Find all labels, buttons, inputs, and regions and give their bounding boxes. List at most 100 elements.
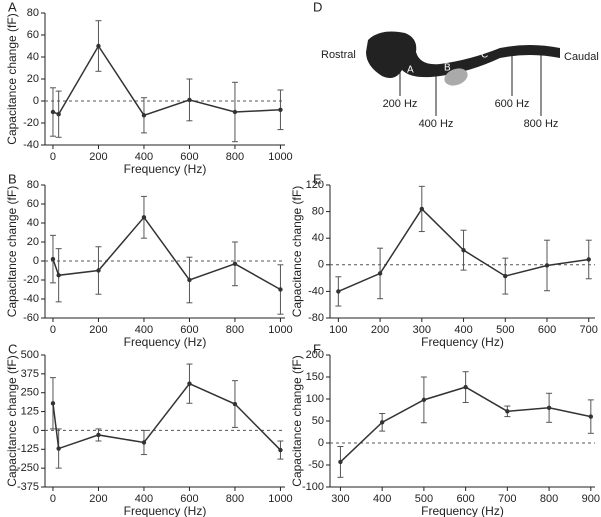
- y-tick-label: 60: [27, 29, 39, 41]
- label: Caudal: [564, 51, 599, 63]
- x-tick-label: 0: [50, 324, 56, 336]
- y-tick-label: -50: [308, 459, 324, 471]
- x-tick-label: 700: [498, 493, 516, 505]
- data-point: [50, 109, 56, 115]
- data-point: [505, 409, 510, 414]
- y-tick-label: -20: [23, 274, 39, 286]
- y-tick-label: 375: [21, 368, 39, 380]
- y-tick-label: 0: [33, 95, 39, 107]
- y-tick-label: -60: [23, 312, 39, 324]
- y-tick-label: 40: [27, 217, 39, 229]
- y-tick-label: -80: [308, 312, 324, 324]
- x-tick-label: 800: [226, 324, 244, 336]
- data-point: [56, 446, 61, 451]
- label: Rostral: [321, 49, 356, 61]
- data-point: [586, 257, 591, 262]
- marker-label: 200 Hz: [383, 98, 418, 110]
- x-tick-label: 1000: [268, 493, 292, 505]
- chart-panel: C -375 -250 -125 0 125 250 375 500 0 200 400 600 800 1…: [5, 341, 293, 517]
- y-tick-label: 250: [21, 387, 39, 399]
- region-label: A: [407, 65, 414, 76]
- data-line: [52, 382, 281, 451]
- x-tick-label: 200: [89, 151, 107, 163]
- marker-label: 600 Hz: [495, 98, 530, 110]
- x-tick-label: 900: [582, 493, 600, 505]
- y-tick-label: 0: [33, 255, 39, 267]
- x-tick-label: 1000: [268, 324, 292, 336]
- data-line: [52, 216, 281, 291]
- y-tick-label: -20: [23, 117, 39, 129]
- x-axis-label: Frequency (Hz): [421, 504, 504, 517]
- y-tick-label: 20: [27, 236, 39, 248]
- y-tick-label: 125: [21, 405, 39, 417]
- x-tick-label: 400: [135, 151, 153, 163]
- y-tick-label: 50: [312, 415, 324, 427]
- data-point: [278, 287, 283, 292]
- data-point: [278, 447, 283, 453]
- x-tick-label: 500: [415, 493, 433, 505]
- panel-label: E: [313, 171, 322, 186]
- data-point: [419, 206, 425, 212]
- chart-panel: E -80 -40 0 40 80 120 100 200 300 400 500 600 700 Freq…: [290, 171, 598, 349]
- y-tick-label: 80: [27, 179, 39, 191]
- y-tick-label: 0: [318, 437, 324, 449]
- y-tick-label: -40: [23, 293, 39, 305]
- y-axis-label: Capacitance change (fF): [5, 186, 19, 317]
- data-point: [141, 215, 147, 220]
- data-point: [232, 401, 238, 407]
- y-tick-label: 80: [312, 206, 324, 218]
- x-axis-label: Frequency (Hz): [124, 335, 207, 349]
- x-tick-label: 600: [180, 493, 198, 505]
- data-point: [278, 107, 283, 113]
- y-tick-label: 60: [27, 198, 39, 210]
- x-tick-label: 0: [50, 151, 56, 163]
- x-tick-label: 500: [496, 324, 514, 336]
- data-line: [52, 44, 281, 117]
- x-tick-label: 800: [226, 151, 244, 163]
- y-tick-label: 200: [306, 349, 324, 361]
- y-tick-label: 500: [21, 349, 39, 361]
- x-axis-label: Frequency (Hz): [124, 162, 207, 176]
- data-point: [187, 277, 192, 283]
- chart-panel: F -100 -50 0 50 100 150 200 300 400 500 600 700 800 90…: [290, 341, 600, 517]
- data-point: [232, 109, 238, 115]
- x-tick-label: 400: [135, 493, 153, 505]
- x-tick-label: 600: [180, 324, 198, 336]
- y-tick-label: 40: [312, 232, 324, 244]
- data-point: [379, 420, 385, 425]
- y-tick-label: 0: [33, 424, 39, 436]
- data-point: [421, 397, 427, 403]
- x-tick-label: 400: [454, 324, 472, 336]
- diagram: D Rostral Caudal A B C 200 Hz 400 Hz 600…: [313, 0, 599, 130]
- data-point: [56, 112, 61, 117]
- y-tick-label: 100: [306, 393, 324, 405]
- x-tick-label: 200: [371, 324, 389, 336]
- x-tick-label: 400: [135, 324, 153, 336]
- region-label: B: [444, 63, 451, 74]
- y-tick-label: 20: [27, 73, 39, 85]
- y-axis-label: Capacitance change (fF): [290, 355, 304, 486]
- data-point: [544, 263, 550, 268]
- y-tick-label: 40: [27, 51, 39, 63]
- x-tick-label: 800: [226, 493, 244, 505]
- cochlea-shape: [366, 31, 560, 78]
- x-tick-label: 200: [89, 324, 107, 336]
- data-point: [56, 273, 61, 278]
- y-tick-label: 120: [306, 179, 324, 191]
- data-point: [546, 405, 552, 410]
- x-tick-label: 800: [540, 493, 558, 505]
- panel-label: A: [8, 0, 17, 14]
- data-point: [461, 247, 466, 253]
- panel-label: B: [8, 171, 17, 186]
- data-point: [232, 261, 238, 267]
- y-tick-label: -250: [17, 462, 39, 474]
- data-point: [463, 384, 468, 390]
- y-tick-label: -125: [17, 443, 39, 455]
- x-tick-label: 200: [89, 493, 107, 505]
- panel-label: F: [313, 341, 321, 356]
- data-point: [141, 440, 147, 445]
- data-point: [187, 381, 192, 386]
- x-tick-label: 400: [373, 493, 391, 505]
